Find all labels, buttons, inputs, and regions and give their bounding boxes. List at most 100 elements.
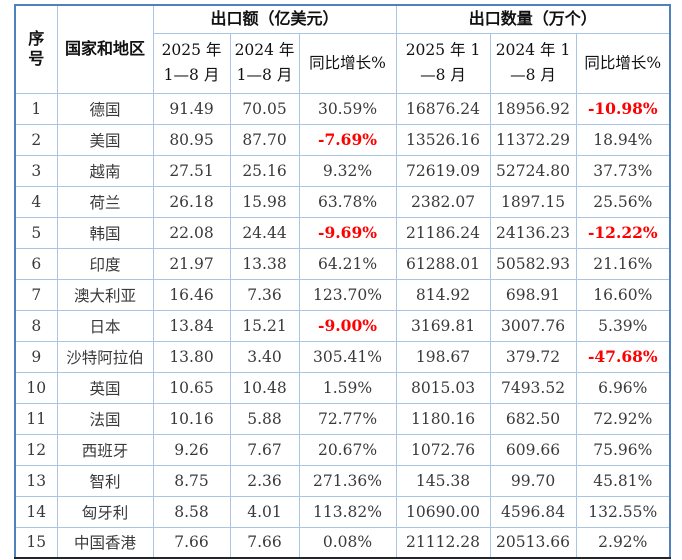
cell-export-qty-2025: 8015.03 — [395, 371, 491, 404]
cell-export-qty-2024: 7493.52 — [489, 371, 577, 404]
cell-export-qty-2024: 18956.92 — [489, 92, 577, 125]
cell-export-value-2025: 16.46 — [152, 278, 231, 311]
cell-export-value-2025: 26.18 — [152, 185, 231, 218]
cell-export-value-2024: 70.05 — [229, 92, 300, 125]
cell-export-value-2024: 3.40 — [229, 340, 300, 373]
cell-export-qty-growth: -10.98% — [575, 92, 671, 125]
cell-export-value-growth: 123.70% — [298, 278, 397, 311]
cell-export-qty-growth: 72.92% — [575, 402, 671, 435]
cell-export-qty-growth: 75.96% — [575, 433, 671, 466]
cell-country: 德国 — [56, 92, 154, 125]
cell-country: 澳大利亚 — [56, 278, 154, 311]
header-qty-2024: 2024 年 1 —8 月 — [489, 32, 577, 94]
table-row: 5 韩国 22.08 24.44 -9.69% 21186.24 24136.23 -12.2… — [14, 216, 671, 249]
cell-export-value-2025: 21.97 — [152, 247, 231, 280]
cell-export-qty-2025: 21112.28 — [395, 526, 491, 559]
cell-export-qty-2025: 16876.24 — [395, 92, 491, 125]
cell-export-value-2025: 10.16 — [152, 402, 231, 435]
cell-export-value-growth: 1.59% — [298, 371, 397, 404]
cell-export-qty-growth: 6.96% — [575, 371, 671, 404]
cell-export-value-growth: -7.69% — [298, 123, 397, 156]
table-row: 13 智利 8.75 2.36 271.36% 145.38 99.70 45.81% — [14, 464, 671, 497]
table-row: 7 澳大利亚 16.46 7.36 123.70% 814.92 698.91 16.60% — [14, 278, 671, 311]
cell-export-qty-growth: -12.22% — [575, 216, 671, 249]
cell-export-qty-2025: 198.67 — [395, 340, 491, 373]
header-value-growth: 同比增长% — [298, 32, 397, 94]
cell-export-value-2024: 10.48 — [229, 371, 300, 404]
cell-export-value-2025: 22.08 — [152, 216, 231, 249]
cell-export-value-2025: 13.80 — [152, 340, 231, 373]
cell-seq: 10 — [14, 371, 58, 404]
table-row: 12 西班牙 9.26 7.67 20.67% 1072.76 609.66 75.96% — [14, 433, 671, 466]
export-statistics-table: 序 号 国家和地区 出口额（亿美元） 出口数量（万个） 2025 年 1—8 月… — [14, 4, 672, 559]
cell-export-value-2024: 15.21 — [229, 309, 300, 342]
cell-country: 日本 — [56, 309, 154, 342]
cell-export-value-2025: 9.26 — [152, 433, 231, 466]
cell-seq: 11 — [14, 402, 58, 435]
cell-export-value-2025: 10.65 — [152, 371, 231, 404]
cell-export-value-growth: 30.59% — [298, 92, 397, 125]
table-row: 10 英国 10.65 10.48 1.59% 8015.03 7493.52 6.96% — [14, 371, 671, 404]
cell-export-qty-2024: 24136.23 — [489, 216, 577, 249]
cell-export-qty-2024: 3007.76 — [489, 309, 577, 342]
cell-export-value-2024: 4.01 — [229, 495, 300, 528]
cell-export-qty-growth: 25.56% — [575, 185, 671, 218]
cell-export-qty-growth: 18.94% — [575, 123, 671, 156]
cell-seq: 1 — [14, 92, 58, 125]
cell-export-qty-growth: 132.55% — [575, 495, 671, 528]
cell-export-value-2025: 13.84 — [152, 309, 231, 342]
cell-country: 英国 — [56, 371, 154, 404]
cell-export-qty-2024: 609.66 — [489, 433, 577, 466]
table-body: 1 德国 91.49 70.05 30.59% 16876.24 18956.92 -10.9… — [14, 92, 671, 559]
cell-export-qty-2025: 1072.76 — [395, 433, 491, 466]
cell-export-qty-2025: 21186.24 — [395, 216, 491, 249]
cell-export-qty-2025: 1180.16 — [395, 402, 491, 435]
cell-export-qty-growth: 37.73% — [575, 154, 671, 187]
cell-seq: 5 — [14, 216, 58, 249]
cell-seq: 9 — [14, 340, 58, 373]
cell-export-value-2024: 24.44 — [229, 216, 300, 249]
cell-country: 西班牙 — [56, 433, 154, 466]
cell-export-value-2024: 2.36 — [229, 464, 300, 497]
cell-export-value-2025: 7.66 — [152, 526, 231, 559]
cell-export-value-2024: 7.67 — [229, 433, 300, 466]
cell-export-value-2024: 15.98 — [229, 185, 300, 218]
cell-export-qty-2025: 61288.01 — [395, 247, 491, 280]
table-row: 8 日本 13.84 15.21 -9.00% 3169.81 3007.76 5.39% — [14, 309, 671, 342]
cell-export-value-2024: 13.38 — [229, 247, 300, 280]
table-row: 15 中国香港 7.66 7.66 0.08% 21112.28 20513.66 2.92% — [14, 526, 671, 559]
cell-country: 中国香港 — [56, 526, 154, 559]
cell-export-value-growth: -9.00% — [298, 309, 397, 342]
cell-export-qty-2025: 145.38 — [395, 464, 491, 497]
cell-export-qty-2024: 698.91 — [489, 278, 577, 311]
cell-seq: 4 — [14, 185, 58, 218]
header-group-row: 序 号 国家和地区 出口额（亿美元） 出口数量（万个） — [14, 4, 671, 94]
header-value-2025: 2025 年 1—8 月 — [152, 32, 231, 94]
cell-country: 荷兰 — [56, 185, 154, 218]
cell-country: 智利 — [56, 464, 154, 497]
table-row: 2 美国 80.95 87.70 -7.69% 13526.16 11372.29 18.94… — [14, 123, 671, 156]
cell-export-value-growth: 113.82% — [298, 495, 397, 528]
cell-export-qty-growth: 2.92% — [575, 526, 671, 559]
cell-export-qty-2025: 2382.07 — [395, 185, 491, 218]
cell-country: 法国 — [56, 402, 154, 435]
cell-export-qty-2025: 10690.00 — [395, 495, 491, 528]
header-qty-growth: 同比增长% — [575, 32, 671, 94]
cell-export-value-2025: 91.49 — [152, 92, 231, 125]
cell-export-value-2024: 87.70 — [229, 123, 300, 156]
table-row: 3 越南 27.51 25.16 9.32% 72619.09 52724.80 37.73% — [14, 154, 671, 187]
cell-export-value-growth: 9.32% — [298, 154, 397, 187]
cell-export-qty-2024: 11372.29 — [489, 123, 577, 156]
cell-export-value-growth: 271.36% — [298, 464, 397, 497]
cell-export-qty-2024: 50582.93 — [489, 247, 577, 280]
cell-export-qty-2024: 99.70 — [489, 464, 577, 497]
header-seq: 序 号 — [14, 4, 58, 94]
cell-export-qty-2024: 4596.84 — [489, 495, 577, 528]
cell-export-qty-2025: 814.92 — [395, 278, 491, 311]
cell-country: 越南 — [56, 154, 154, 187]
cell-export-value-2024: 5.88 — [229, 402, 300, 435]
table-row: 4 荷兰 26.18 15.98 63.78% 2382.07 1897.15 25.56% — [14, 185, 671, 218]
cell-export-value-2025: 27.51 — [152, 154, 231, 187]
cell-export-qty-2025: 72619.09 — [395, 154, 491, 187]
